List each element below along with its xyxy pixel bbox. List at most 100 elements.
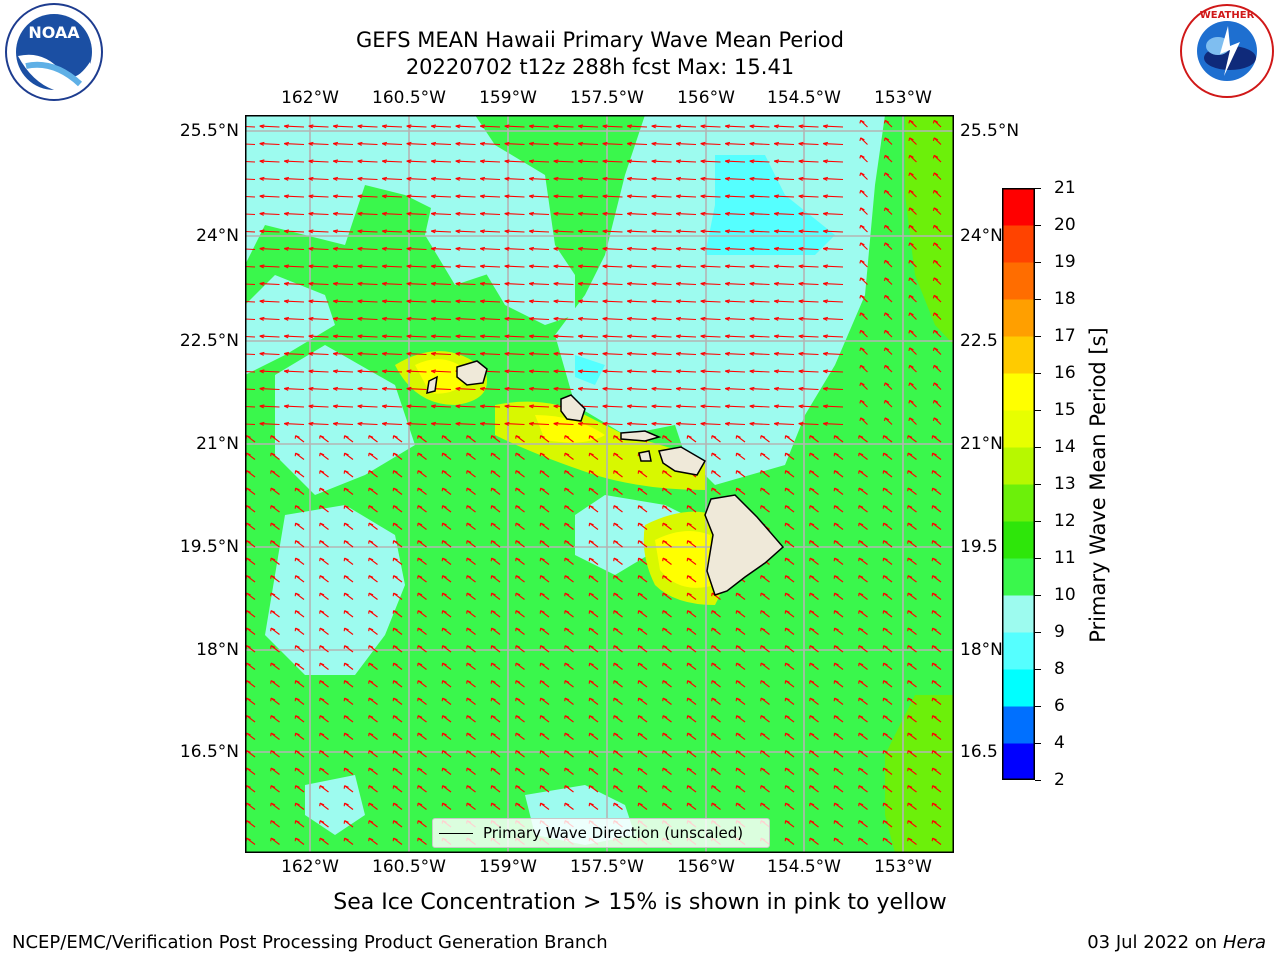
wave-arrow-head <box>675 141 681 146</box>
wave-arrow <box>627 352 648 356</box>
wave-arrow-head <box>908 137 914 142</box>
wave-arrow-head <box>343 557 349 562</box>
wave-arrow <box>357 370 378 373</box>
wave-arrow-head <box>931 557 937 562</box>
wave-arrow-head <box>882 505 888 509</box>
wave-arrow-head <box>343 470 349 474</box>
wave-arrow-head <box>430 281 436 286</box>
wave-arrow-head <box>662 785 668 789</box>
wave-arrow <box>284 335 305 338</box>
wave-arrow-head <box>907 575 913 579</box>
wave-arrow-head <box>406 141 412 146</box>
wave-arrow-head <box>883 277 890 282</box>
wave-arrow-head <box>637 750 643 754</box>
wave-arrow <box>774 352 795 356</box>
wave-arrow-head <box>577 351 583 356</box>
wave-arrow-head <box>613 557 619 562</box>
wave-arrow-head <box>637 505 643 509</box>
wave-arrow-head <box>724 404 730 409</box>
wave-arrow-head <box>626 351 632 356</box>
wave-arrow <box>602 265 623 268</box>
wave-arrow <box>798 352 819 356</box>
wave-arrow-head <box>343 487 349 492</box>
wave-arrow-head <box>479 386 485 391</box>
lat-label-right: 18°N <box>960 640 1003 660</box>
wave-arrow-head <box>283 229 289 234</box>
colorbar-label: Primary Wave Mean Period [s] <box>1086 327 1110 643</box>
wave-arrow-head <box>417 627 423 632</box>
wave-arrow-head <box>343 837 349 842</box>
wave-arrow-head <box>441 627 447 632</box>
wave-arrow-head <box>602 194 608 199</box>
wave-arrow <box>284 317 305 321</box>
wave-arrow <box>553 195 574 198</box>
wave-arrow-head <box>773 369 779 374</box>
wave-arrow <box>455 230 476 233</box>
wave-arrow <box>259 177 280 181</box>
wave-arrow-head <box>270 662 276 667</box>
wave-arrow-head <box>784 802 790 807</box>
wave-arrow-head <box>859 347 865 352</box>
wave-arrow-head <box>662 470 668 474</box>
wave-arrow-head <box>283 386 289 391</box>
wave-arrow-head <box>455 404 461 409</box>
wave-arrow-head <box>270 557 276 562</box>
wave-arrow-head <box>784 522 790 527</box>
wave-arrow <box>725 125 746 128</box>
wave-arrow <box>480 352 501 356</box>
wave-arrow-head <box>809 610 815 614</box>
wave-arrow <box>480 195 501 198</box>
wave-arrow <box>700 212 721 216</box>
island-hawaii <box>704 494 785 596</box>
wave-arrow-head <box>675 421 681 426</box>
wave-arrow-head <box>479 229 485 234</box>
wave-arrow-head <box>564 767 570 772</box>
wave-arrow-head <box>490 785 496 789</box>
wave-arrow-head <box>294 575 300 579</box>
wave-arrow-head <box>490 680 496 684</box>
colorbar-tick-mark <box>1035 224 1041 226</box>
wave-arrow <box>700 160 721 163</box>
wave-arrow-head <box>613 645 619 649</box>
colorbar-tick-label: 18 <box>1054 289 1076 309</box>
colorbar-tick-mark <box>1035 372 1041 374</box>
wave-arrow-head <box>308 386 314 391</box>
wave-arrow <box>529 387 550 391</box>
wave-arrow-head <box>883 137 890 142</box>
wave-arrow-head <box>613 505 619 509</box>
wave-arrow-head <box>773 246 779 251</box>
lat-label-left: 19.5°N <box>179 537 239 557</box>
colorbar-tick-mark <box>1035 668 1041 670</box>
wave-arrow-head <box>319 715 325 719</box>
wave-arrow-head <box>283 124 289 129</box>
wave-arrow <box>406 370 427 373</box>
wave-arrow <box>553 387 574 391</box>
wave-arrow-head <box>859 224 865 229</box>
wave-arrow <box>725 212 746 216</box>
wave-arrow-head <box>577 246 583 251</box>
wave-arrow-head <box>613 627 619 632</box>
wave-arrow-head <box>417 540 423 544</box>
wave-arrow-head <box>859 154 865 159</box>
wave-arrow-head <box>883 189 890 194</box>
wave-arrow-head <box>907 662 913 667</box>
wave-arrow-head <box>417 750 423 754</box>
wave-arrow-head <box>662 750 668 754</box>
wave-arrow-head <box>430 299 436 304</box>
wave-arrow-head <box>441 487 447 492</box>
wave-arrow-head <box>270 435 276 439</box>
wave-arrow-head <box>833 750 839 754</box>
wave-arrow-head <box>882 750 888 754</box>
wave-arrow <box>798 177 819 181</box>
lat-label-left: 16.5°N <box>179 742 239 762</box>
footer-host: Hera <box>1222 932 1266 953</box>
wave-arrow <box>823 335 844 338</box>
wave-arrow-head <box>368 820 374 824</box>
wave-arrow-head <box>504 369 510 374</box>
wave-arrow-head <box>686 522 692 527</box>
wave-arrow-head <box>308 246 314 251</box>
wave-arrow-head <box>539 785 545 789</box>
wave-arrow <box>357 160 378 163</box>
colorbar-tick-mark <box>1035 557 1041 559</box>
wave-arrow-head <box>907 680 913 684</box>
